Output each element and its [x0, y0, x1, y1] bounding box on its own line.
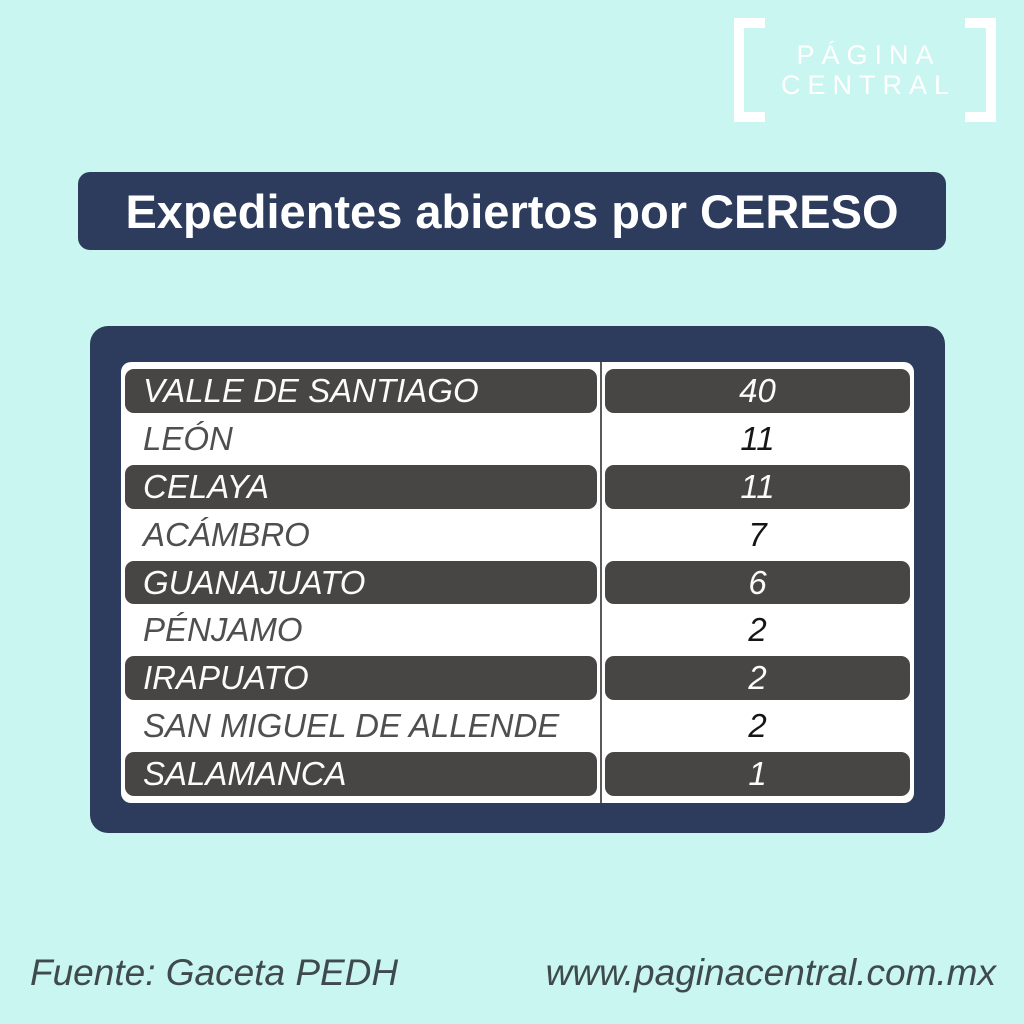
logo-line2: CENTRAL	[780, 70, 956, 100]
table-row: SALAMANCA 1	[125, 750, 910, 798]
cereso-name-cell: SAN MIGUEL DE ALLENDE	[143, 707, 560, 745]
logo-line1: PÁGINA	[796, 39, 941, 70]
table-row: LEÓN 11	[125, 415, 910, 463]
cereso-name-cell: GUANAJUATO	[125, 560, 597, 605]
case-count-cell: 6	[605, 560, 910, 605]
page-title: Expedientes abiertos por CERESO	[125, 184, 899, 238]
table-row: CELAYA 11	[125, 463, 910, 511]
logo-text: PÁGINA CENTRAL	[774, 40, 956, 100]
case-count-cell: 11	[605, 464, 910, 509]
cereso-name-cell: CELAYA	[125, 464, 597, 509]
case-count-cell: 2	[748, 707, 767, 745]
pagina-central-logo: PÁGINA CENTRAL	[733, 18, 996, 122]
cereso-name-cell: VALLE DE SANTIAGO	[125, 369, 597, 413]
table-row: PÉNJAMO 2	[125, 606, 910, 654]
table-row: GUANAJUATO 6	[125, 559, 910, 607]
case-count-cell: 2	[605, 656, 910, 701]
table-row: SAN MIGUEL DE ALLENDE 2	[125, 702, 910, 750]
logo-right-bracket-icon	[965, 18, 996, 122]
table-row: ACÁMBRO 7	[125, 511, 910, 559]
table-row: IRAPUATO 2	[125, 654, 910, 702]
cereso-table: VALLE DE SANTIAGO 40 LEÓN 11 CELAYA 11 A…	[121, 362, 914, 803]
cereso-name-cell: PÉNJAMO	[143, 611, 303, 649]
case-count-cell: 11	[740, 419, 775, 457]
logo-left-bracket-icon	[733, 18, 765, 122]
cereso-name-cell: SALAMANCA	[125, 752, 597, 797]
case-count-cell: 40	[605, 369, 910, 413]
source-text: Fuente: Gaceta PEDH	[30, 952, 399, 993]
case-count-cell: 1	[605, 752, 910, 797]
column-divider	[600, 362, 602, 803]
cereso-name-cell: LEÓN	[143, 419, 233, 457]
table-row: VALLE DE SANTIAGO 40	[125, 367, 910, 415]
case-count-cell: 7	[748, 515, 767, 553]
case-count-cell: 2	[748, 611, 767, 649]
cereso-name-cell: IRAPUATO	[125, 656, 597, 701]
cereso-name-cell: ACÁMBRO	[143, 515, 310, 553]
title-banner: Expedientes abiertos por CERESO	[78, 172, 946, 250]
table-card: VALLE DE SANTIAGO 40 LEÓN 11 CELAYA 11 A…	[90, 326, 945, 833]
website-text: www.paginacentral.com.mx	[545, 952, 996, 993]
